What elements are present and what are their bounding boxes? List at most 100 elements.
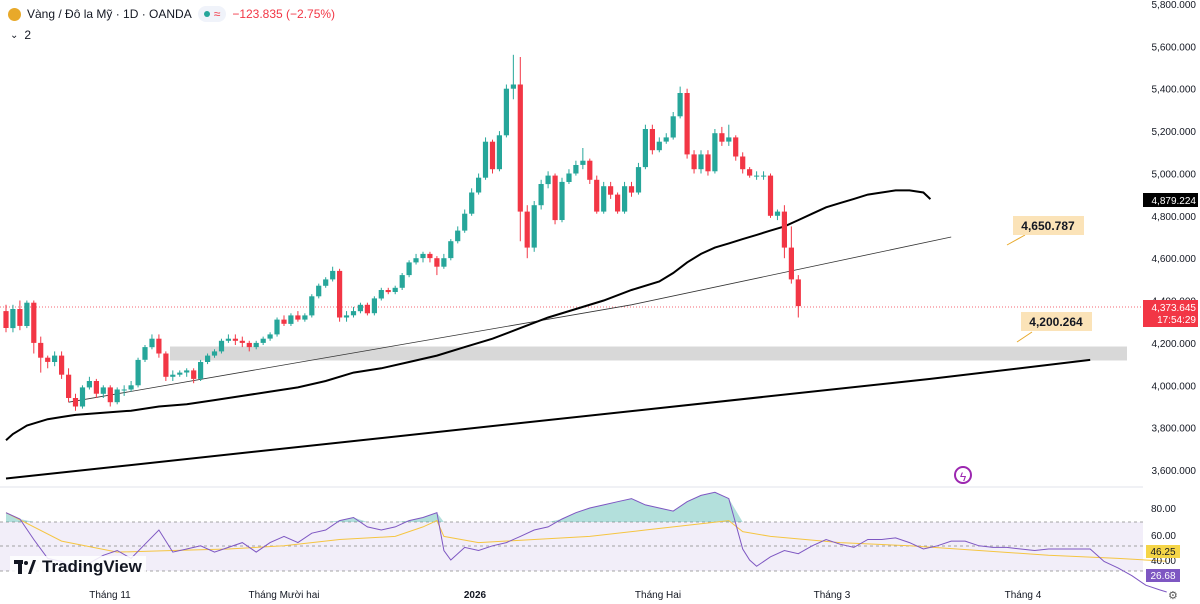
candle-body — [93, 381, 99, 394]
candle-body — [587, 160, 593, 180]
candle — [31, 300, 37, 354]
candle — [38, 336, 44, 373]
candle-body — [38, 342, 44, 358]
candle-body — [476, 177, 482, 193]
candle-body — [163, 353, 169, 377]
candle-body — [670, 116, 676, 138]
candle-body — [788, 247, 794, 280]
price-change: −123.835 (−2.75%) — [232, 7, 336, 21]
candle-body — [239, 340, 245, 343]
candle-body — [767, 175, 774, 216]
candle — [642, 124, 648, 170]
chevron-down-icon: ⌄ — [10, 29, 19, 41]
candle-body — [399, 275, 405, 288]
candle-body — [774, 211, 781, 216]
candle — [489, 139, 496, 174]
candle — [420, 251, 426, 263]
price-tick-label: 5,200.000 — [1152, 127, 1197, 138]
candle-body — [496, 135, 502, 170]
annotation-label-2: 4,200.264 — [1029, 315, 1083, 329]
candle-body — [323, 279, 329, 286]
candle — [45, 355, 51, 369]
price-tick-label: 5,800.000 — [1152, 0, 1197, 11]
candle-body — [420, 253, 426, 259]
candle-body — [225, 338, 231, 341]
candle — [781, 205, 787, 259]
candle — [615, 192, 621, 214]
candle-body — [754, 175, 760, 177]
candle — [128, 381, 134, 392]
candle — [357, 302, 363, 314]
tradingview-icon — [14, 560, 36, 574]
candle-body — [79, 387, 86, 407]
candle-body — [52, 355, 58, 362]
price-tag — [1143, 300, 1198, 327]
candle-body — [107, 387, 113, 403]
candle-body — [330, 270, 336, 280]
candle — [656, 137, 662, 153]
candle — [788, 226, 794, 284]
candle-body — [156, 338, 162, 354]
candle — [441, 253, 447, 269]
annotation-box-1[interactable] — [1013, 216, 1084, 235]
ma-value-label: 4,879.224 — [1152, 196, 1197, 207]
candle — [552, 173, 558, 225]
candle-body — [580, 160, 586, 165]
rsi-tick-label: 40.00 — [1151, 556, 1176, 567]
candle-body — [747, 169, 753, 176]
candle-body — [218, 340, 225, 352]
candle — [733, 135, 739, 161]
gear-icon[interactable]: ⚙ — [1168, 590, 1178, 602]
candle — [142, 345, 148, 362]
candle — [517, 57, 523, 242]
candle — [503, 84, 509, 138]
rsi-value: 26.68 — [1150, 571, 1175, 582]
candle — [385, 287, 391, 295]
indicator-toggle[interactable]: ⌄ 2 — [10, 28, 31, 42]
candle-body — [705, 154, 711, 172]
candle-body — [622, 186, 628, 212]
candle — [232, 334, 238, 345]
price-tick-label: 4,600.000 — [1152, 254, 1197, 265]
candle — [52, 351, 58, 367]
candle — [3, 304, 9, 333]
time-tick-label: Tháng 3 — [814, 590, 851, 601]
candle — [177, 370, 183, 377]
candle-body — [253, 342, 259, 348]
candle-body — [441, 258, 447, 267]
annotation-leader-1 — [1006, 234, 1026, 246]
candle — [705, 150, 711, 176]
price-tick-label: 5,400.000 — [1152, 85, 1197, 96]
rsi-ma-line — [5, 512, 1167, 562]
market-status-pill[interactable]: ≈ — [197, 6, 227, 22]
lightning-icon[interactable]: ϟ — [954, 466, 972, 484]
price-tick-label: 5,000.000 — [1152, 170, 1197, 181]
candle-body — [684, 93, 690, 155]
candle — [330, 266, 336, 282]
time-tick-label: Tháng 11 — [89, 590, 131, 601]
candle-body — [538, 184, 544, 206]
candle — [316, 283, 322, 299]
symbol-title[interactable]: Vàng / Đô la Mỹ · 1D · OANDA — [27, 7, 192, 21]
annotation-box-2[interactable] — [1021, 312, 1092, 331]
candle — [218, 338, 225, 354]
candle — [677, 86, 683, 119]
candle — [66, 368, 72, 403]
candle-body — [726, 137, 732, 142]
candle-body — [267, 334, 273, 339]
price-tick-label: 4,200.000 — [1152, 339, 1197, 350]
candle-body — [434, 258, 440, 267]
axis-labels: 4,879.224 4,373.645 17:54:29 46.25 26.68 — [1143, 193, 1198, 582]
candle-body — [3, 311, 9, 328]
rsi-line — [5, 491, 1167, 593]
candle-body — [482, 141, 489, 178]
candle — [246, 340, 252, 352]
candle — [559, 177, 565, 223]
candle — [191, 368, 197, 384]
chart-header: Vàng / Đô la Mỹ · 1D · OANDA ≈ −123.835 … — [8, 6, 335, 22]
candle-body — [66, 374, 72, 398]
candle-body — [594, 179, 600, 212]
candle-body — [274, 319, 280, 335]
